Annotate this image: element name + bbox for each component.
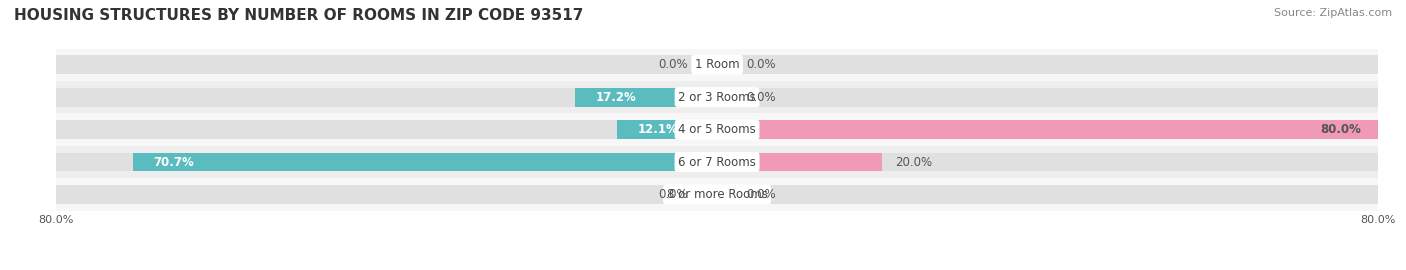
Bar xyxy=(717,120,1378,139)
Bar xyxy=(56,49,1378,81)
Bar xyxy=(56,178,1378,211)
Text: 17.2%: 17.2% xyxy=(596,91,637,104)
Text: 2 or 3 Rooms: 2 or 3 Rooms xyxy=(678,91,756,104)
Bar xyxy=(56,153,1378,171)
Text: 0.0%: 0.0% xyxy=(747,58,776,71)
Bar xyxy=(56,81,1378,113)
Bar xyxy=(575,88,717,107)
Bar xyxy=(56,146,1378,178)
Bar xyxy=(56,120,1378,139)
Text: Source: ZipAtlas.com: Source: ZipAtlas.com xyxy=(1274,8,1392,18)
Text: 8 or more Rooms: 8 or more Rooms xyxy=(666,188,768,201)
Text: 0.0%: 0.0% xyxy=(658,58,688,71)
Text: 12.1%: 12.1% xyxy=(638,123,679,136)
Text: 0.0%: 0.0% xyxy=(658,188,688,201)
Text: 70.7%: 70.7% xyxy=(153,156,194,168)
Text: 20.0%: 20.0% xyxy=(894,156,932,168)
Text: 4 or 5 Rooms: 4 or 5 Rooms xyxy=(678,123,756,136)
Bar xyxy=(56,88,1378,107)
Bar xyxy=(56,55,1378,74)
Text: 0.0%: 0.0% xyxy=(747,91,776,104)
Bar xyxy=(617,120,717,139)
Text: 1 Room: 1 Room xyxy=(695,58,740,71)
Text: 0.0%: 0.0% xyxy=(747,188,776,201)
Bar xyxy=(56,185,1378,204)
Text: HOUSING STRUCTURES BY NUMBER OF ROOMS IN ZIP CODE 93517: HOUSING STRUCTURES BY NUMBER OF ROOMS IN… xyxy=(14,8,583,23)
Bar xyxy=(717,153,883,171)
Text: 80.0%: 80.0% xyxy=(1320,123,1361,136)
Bar xyxy=(134,153,717,171)
Bar xyxy=(56,113,1378,146)
Text: 6 or 7 Rooms: 6 or 7 Rooms xyxy=(678,156,756,168)
